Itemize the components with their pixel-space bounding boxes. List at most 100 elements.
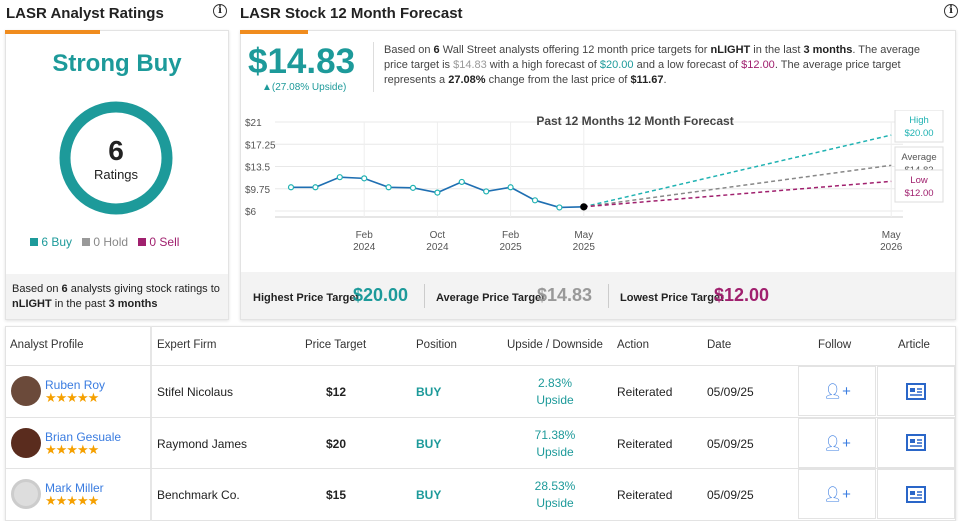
add-user-icon: 👤︎+ bbox=[823, 383, 851, 400]
follow-button[interactable]: 👤︎+ bbox=[798, 417, 876, 468]
description-segment: Wall Street analysts offering 12 month p… bbox=[439, 44, 711, 56]
x-tick-month: Oct bbox=[430, 230, 446, 241]
price-point bbox=[434, 189, 441, 196]
description-segment: . bbox=[663, 74, 667, 86]
column-header: Follow bbox=[818, 339, 852, 351]
forecast-label-name: Low bbox=[910, 175, 928, 186]
forecast-line-low bbox=[583, 180, 892, 208]
position: BUY bbox=[416, 488, 442, 502]
ratings-legend: 6 Buy 0 Hold 0 Sell bbox=[30, 235, 179, 249]
x-tick-year: 2025 bbox=[499, 242, 522, 253]
star-rating: ★★★★★ bbox=[45, 493, 99, 508]
action: Reiterated bbox=[617, 488, 673, 502]
price-target: $12 bbox=[326, 385, 347, 399]
info-icon[interactable]: i bbox=[944, 4, 958, 18]
follow-button[interactable]: 👤︎+ bbox=[798, 366, 876, 416]
y-tick-label: $17.25 bbox=[245, 140, 276, 151]
price-point bbox=[580, 203, 588, 211]
buy-arc bbox=[59, 101, 173, 215]
description-segment: and a low forecast of bbox=[633, 59, 742, 71]
ratings-footer: Based on 6 analysts giving stock ratings… bbox=[6, 274, 228, 319]
y-tick-label: $6 bbox=[245, 207, 257, 218]
position: BUY bbox=[416, 436, 442, 451]
price-point bbox=[556, 204, 563, 211]
lowest-value: $12.00 bbox=[714, 285, 770, 305]
x-tick-month: Feb bbox=[502, 230, 520, 241]
action: Reiterated bbox=[617, 436, 673, 451]
description-segment: $14.83 bbox=[453, 59, 487, 71]
description-segment: with a high forecast of bbox=[486, 59, 600, 71]
add-user-icon: 👤︎+ bbox=[823, 486, 851, 503]
forecast-line-high bbox=[583, 134, 892, 208]
description-segment: Based on bbox=[384, 44, 434, 56]
ratings-donut bbox=[59, 101, 173, 215]
x-tick-month: May bbox=[882, 230, 901, 241]
article-button[interactable] bbox=[877, 417, 955, 468]
description-segment: 3 months bbox=[803, 44, 853, 56]
description-segment: 27.08% bbox=[448, 74, 486, 86]
forecast-line-average bbox=[583, 164, 892, 208]
price-chart: $21$17.25$13.5$9.75$6Feb2024Oct2024Feb20… bbox=[245, 110, 944, 253]
ratings-count: 6 bbox=[108, 135, 124, 166]
analyst-table bbox=[5, 326, 956, 521]
orange-accent bbox=[240, 30, 308, 34]
column-header: Date bbox=[707, 339, 732, 351]
price-point bbox=[409, 184, 417, 191]
description-segment: . The average price target represents a bbox=[384, 59, 901, 86]
date: 05/09/25 bbox=[707, 436, 754, 451]
price-point bbox=[287, 184, 295, 191]
price-point bbox=[312, 184, 319, 191]
column-header: Analyst Profile bbox=[10, 339, 84, 351]
column-header: Upside / Downside bbox=[507, 339, 603, 351]
divider bbox=[424, 284, 425, 308]
analyst-name-link[interactable]: Mark Miller bbox=[45, 481, 104, 495]
expert-firm: Raymond James bbox=[157, 436, 248, 451]
description-segment: 6 bbox=[433, 44, 440, 56]
description-segment: . The average price target is bbox=[384, 44, 921, 71]
forecast-label-name: Average bbox=[901, 152, 936, 163]
star-rating: ★★★★★ bbox=[45, 441, 99, 457]
x-tick-month: May bbox=[574, 230, 593, 241]
article-icon bbox=[906, 485, 926, 503]
price-point bbox=[483, 188, 490, 195]
price-point bbox=[385, 184, 392, 191]
add-user-icon: 👤︎+ bbox=[823, 434, 851, 452]
forecast-label-box bbox=[894, 169, 944, 203]
forecast-label-value: $20.00 bbox=[904, 128, 933, 139]
analyst-name-link[interactable]: Ruben Roy bbox=[45, 378, 106, 392]
analyst-avatar[interactable] bbox=[11, 376, 41, 406]
consensus-rating: Strong Buy bbox=[52, 50, 182, 77]
upside-value: 71.38% bbox=[534, 427, 576, 442]
analyst-avatar[interactable] bbox=[11, 427, 41, 458]
info-icon[interactable]: i bbox=[213, 4, 227, 18]
analyst-avatar[interactable] bbox=[11, 479, 41, 509]
follow-button[interactable]: 👤︎+ bbox=[798, 469, 876, 519]
forecast-panel bbox=[240, 30, 956, 320]
y-tick-label: $13.5 bbox=[245, 163, 270, 174]
article-button[interactable] bbox=[877, 366, 955, 416]
price-point bbox=[336, 174, 343, 181]
price-target: $15 bbox=[326, 488, 347, 502]
legend-buy: 6 Buy bbox=[30, 235, 72, 249]
y-tick-label: $9.75 bbox=[245, 185, 270, 196]
divider bbox=[373, 42, 374, 92]
average-label: Average Price Target bbox=[436, 292, 545, 304]
ratings-title: LASR Analyst Ratings bbox=[6, 5, 164, 22]
chart-title: Past 12 Months 12 Month Forecast bbox=[536, 114, 733, 128]
x-tick-year: 2024 bbox=[353, 242, 376, 253]
description-segment: $12.00 bbox=[741, 59, 775, 71]
article-icon bbox=[906, 434, 926, 451]
x-tick-month: Feb bbox=[356, 230, 374, 241]
price-point bbox=[458, 178, 465, 186]
x-tick-year: 2026 bbox=[880, 242, 903, 253]
legend-hold: 0 Hold bbox=[82, 235, 128, 249]
forecast-title: LASR Stock 12 Month Forecast bbox=[240, 5, 463, 22]
x-tick-year: 2025 bbox=[573, 242, 596, 253]
forecast-description: Based on 6 Wall Street analysts offering… bbox=[384, 43, 939, 88]
article-button[interactable] bbox=[877, 469, 955, 519]
expert-firm: Benchmark Co. bbox=[157, 488, 240, 502]
article-icon bbox=[906, 382, 926, 400]
analyst-name-link[interactable]: Brian Gesuale bbox=[45, 429, 122, 444]
price-point bbox=[531, 197, 539, 204]
upside-value: 28.53% bbox=[534, 479, 576, 493]
